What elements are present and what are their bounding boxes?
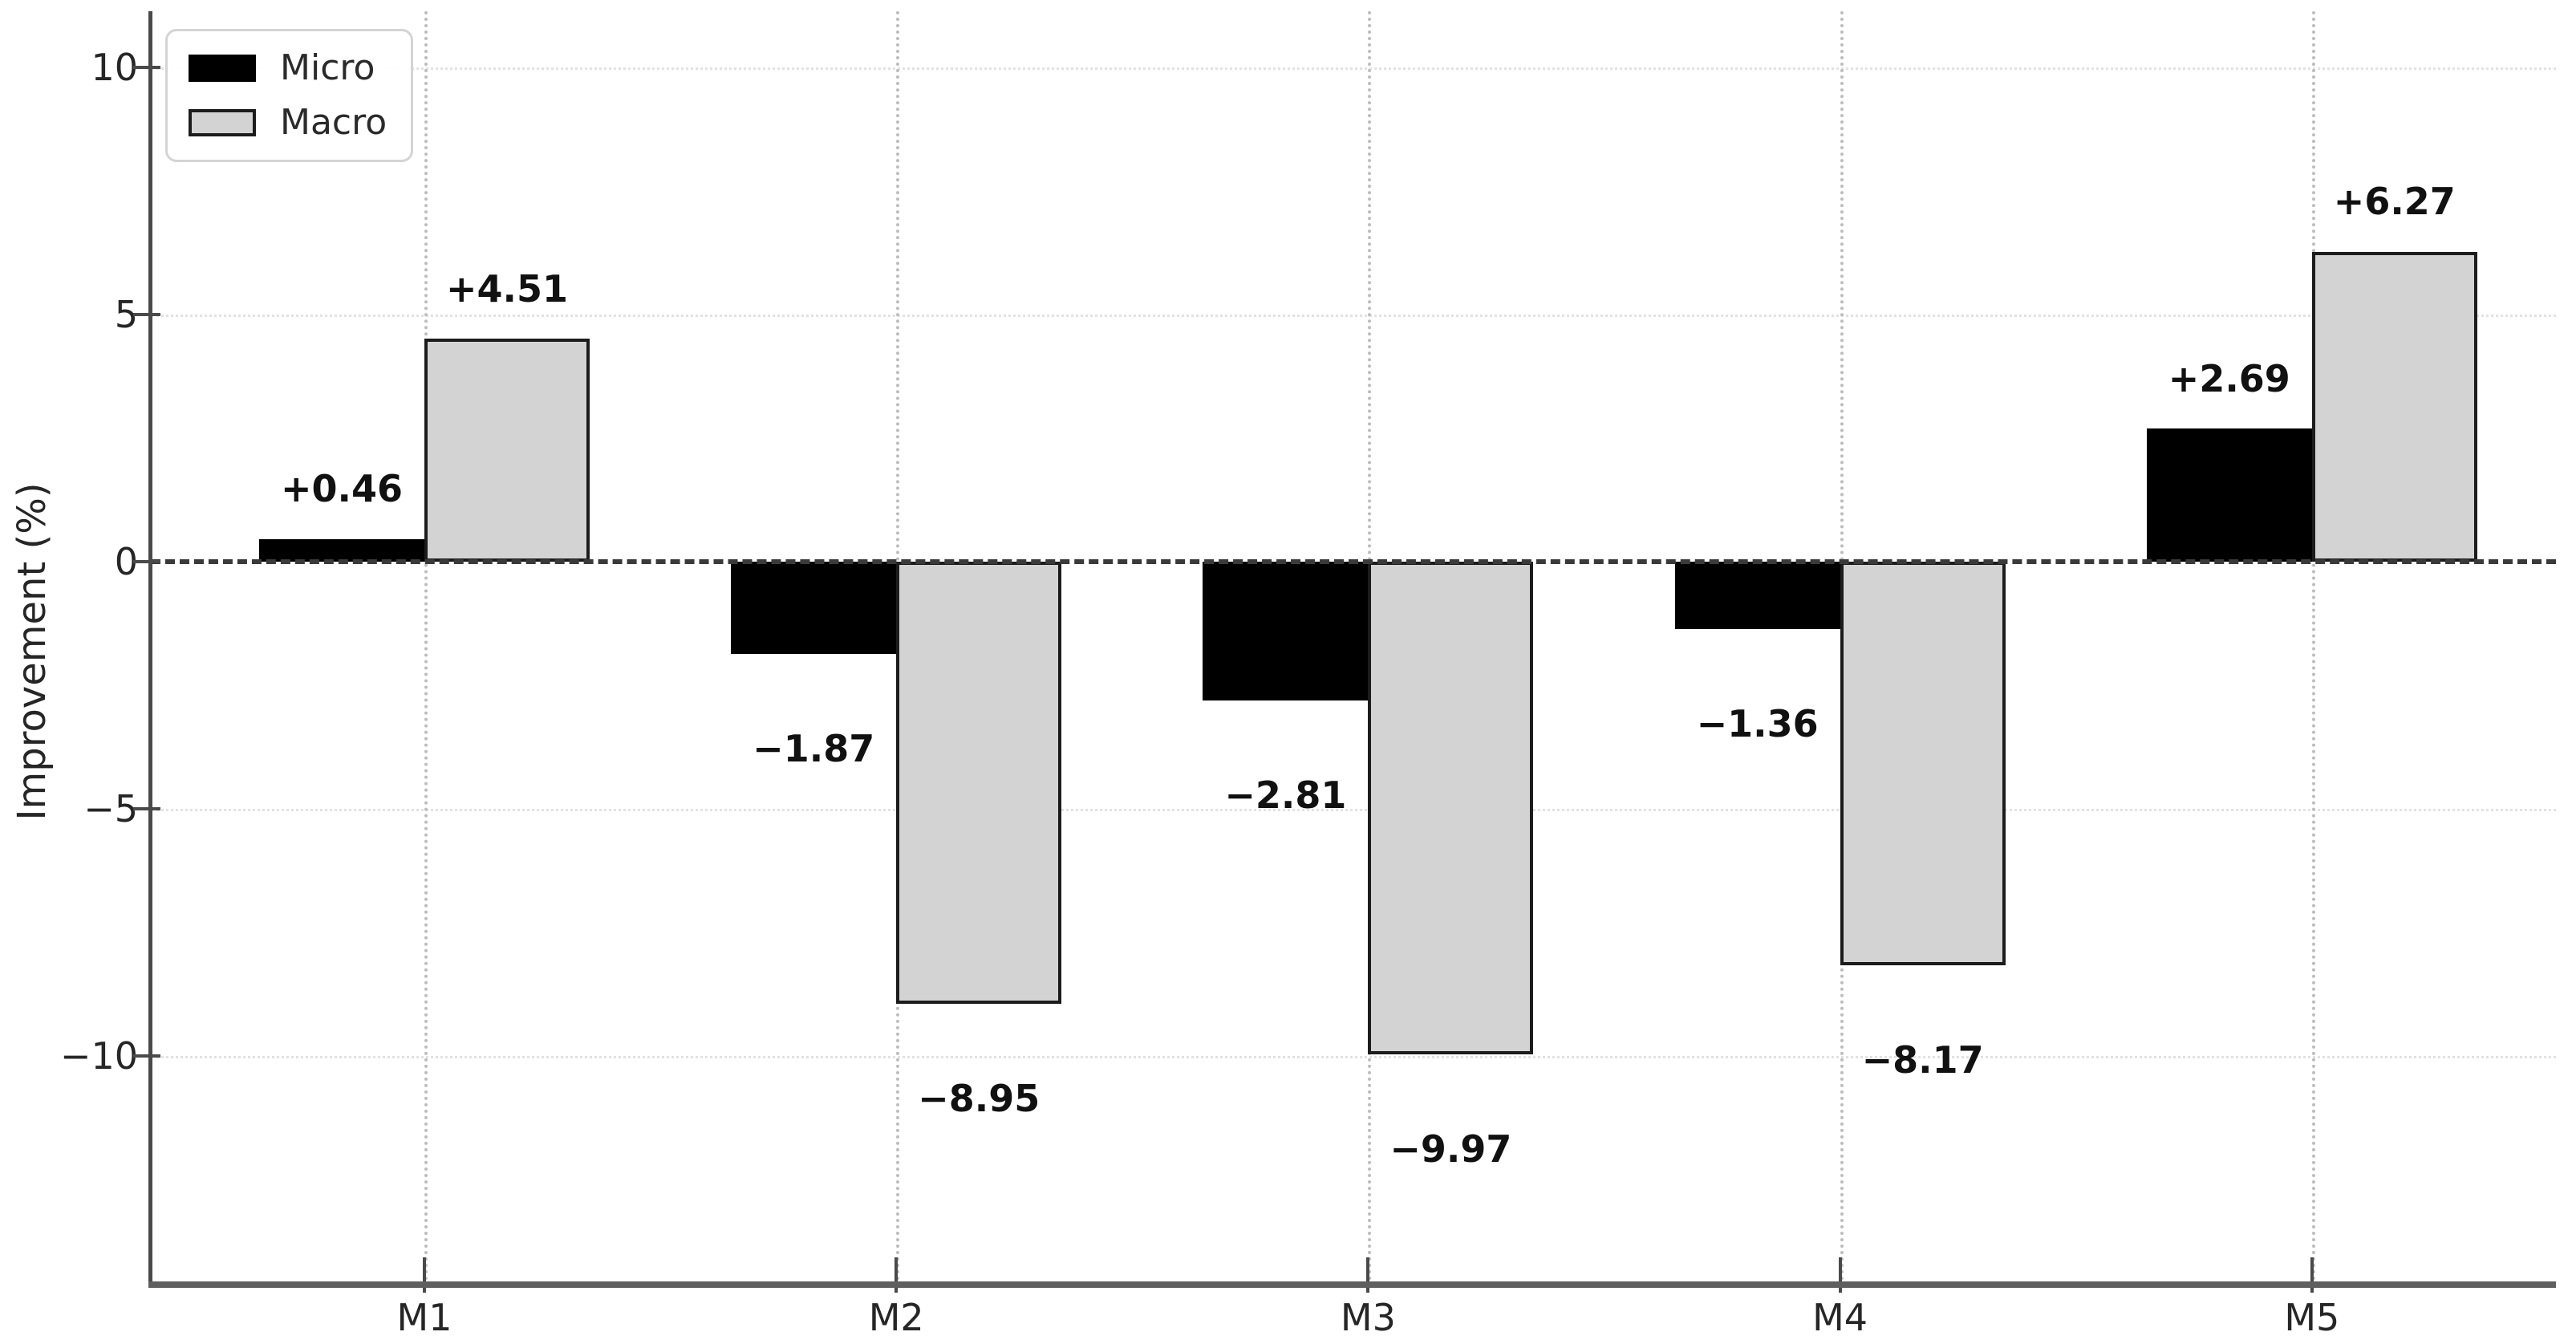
y-tick-label: 10 <box>91 46 138 90</box>
value-label-macro-M3: −9.97 <box>1389 1127 1512 1171</box>
x-gridline <box>424 11 428 1281</box>
y-tick-label: 0 <box>114 540 138 584</box>
bar-macro-M5 <box>2311 251 2477 562</box>
y-gridline <box>151 1056 2556 1059</box>
x-tick-label: M3 <box>1340 1296 1396 1339</box>
y-gridline <box>151 67 2556 71</box>
x-tick-mark <box>895 1257 899 1293</box>
bar-macro-M3 <box>1368 562 1534 1055</box>
x-tick-label: M4 <box>1812 1296 1868 1339</box>
bar-macro-M2 <box>896 562 1062 1005</box>
zero-reference-line <box>151 559 2556 565</box>
y-tick-mark <box>133 66 160 70</box>
x-tick-mark <box>2310 1257 2314 1293</box>
y-tick-label: −10 <box>59 1034 138 1078</box>
value-label-macro-M4: −8.17 <box>1861 1038 1984 1082</box>
y-axis-title: Improvement (%) <box>10 482 55 821</box>
legend-label-micro: Micro <box>280 47 375 88</box>
legend: Micro Macro <box>165 29 414 162</box>
bar-micro-M5 <box>2146 428 2312 562</box>
y-axis-spine <box>148 11 152 1288</box>
y-gridline <box>151 315 2556 318</box>
value-label-micro-M1: +0.46 <box>280 466 404 510</box>
x-tick-label: M2 <box>868 1296 924 1339</box>
y-tick-label: 5 <box>114 293 138 337</box>
value-label-micro-M2: −1.87 <box>753 727 875 771</box>
x-tick-label: M5 <box>2284 1296 2340 1339</box>
x-axis-spine <box>148 1281 2556 1288</box>
legend-label-macro: Macro <box>280 102 387 143</box>
value-label-macro-M1: +4.51 <box>445 266 569 311</box>
value-label-macro-M2: −8.95 <box>918 1077 1041 1121</box>
bar-micro-M4 <box>1674 562 1840 629</box>
y-tick-label: −5 <box>83 787 138 831</box>
y-tick-mark <box>133 1054 160 1058</box>
legend-item-micro: Micro <box>189 51 387 86</box>
x-tick-label: M1 <box>396 1296 452 1339</box>
y-gridline <box>151 809 2556 812</box>
bar-micro-M1 <box>259 538 424 562</box>
bar-micro-M3 <box>1203 562 1369 701</box>
bar-micro-M2 <box>731 562 897 655</box>
legend-item-macro: Macro <box>189 105 387 140</box>
x-tick-mark <box>423 1257 426 1293</box>
bar-macro-M4 <box>1840 562 2006 966</box>
y-tick-mark <box>133 313 160 317</box>
value-label-micro-M4: −1.36 <box>1696 701 1819 745</box>
x-tick-mark <box>1366 1257 1370 1293</box>
y-tick-mark <box>133 807 160 811</box>
micro-swatch-icon <box>189 55 256 82</box>
value-label-micro-M3: −2.81 <box>1224 774 1347 818</box>
x-gridline <box>2311 11 2315 1281</box>
x-tick-mark <box>1838 1257 1842 1293</box>
macro-swatch-icon <box>189 109 256 136</box>
value-label-micro-M5: +2.69 <box>2168 356 2290 400</box>
y-tick-mark <box>133 560 160 564</box>
value-label-macro-M5: +6.27 <box>2333 180 2456 224</box>
bar-macro-M1 <box>424 339 590 562</box>
